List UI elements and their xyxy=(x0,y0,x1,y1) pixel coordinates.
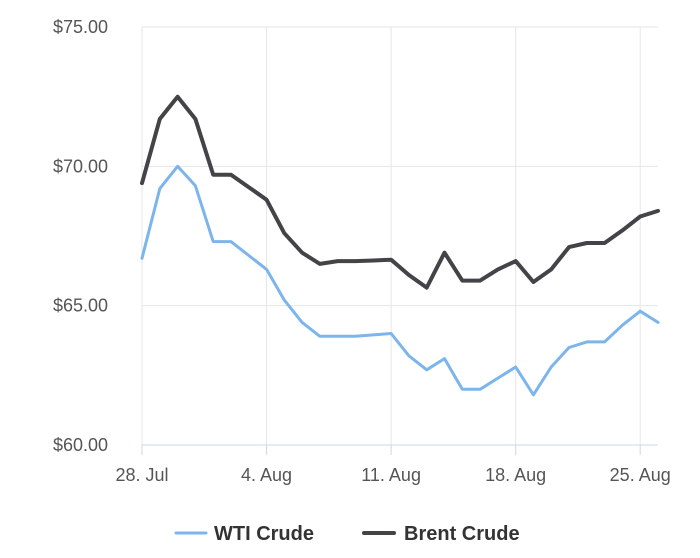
data-point[interactable] xyxy=(442,251,446,255)
x-tick-label: 11. Aug xyxy=(361,465,421,485)
data-point[interactable] xyxy=(638,309,642,313)
data-point[interactable] xyxy=(247,254,251,258)
data-point[interactable] xyxy=(354,334,358,338)
x-tick-label: 28. Jul xyxy=(115,465,168,485)
legend-label: WTI Crude xyxy=(214,523,314,545)
data-point[interactable] xyxy=(158,117,162,121)
data-point[interactable] xyxy=(193,117,197,121)
data-point[interactable] xyxy=(354,259,358,263)
data-point[interactable] xyxy=(407,273,411,277)
data-point[interactable] xyxy=(371,333,375,337)
series-line-brent-crude[interactable] xyxy=(140,94,660,290)
data-point[interactable] xyxy=(603,340,607,344)
data-point[interactable] xyxy=(656,209,660,213)
data-point[interactable] xyxy=(371,259,375,263)
data-point[interactable] xyxy=(300,251,304,255)
data-point[interactable] xyxy=(229,173,233,177)
grid xyxy=(141,26,658,445)
data-point[interactable] xyxy=(158,187,162,191)
y-tick-label: $75.00 xyxy=(53,17,108,37)
data-point[interactable] xyxy=(442,357,446,361)
data-point[interactable] xyxy=(336,259,340,263)
data-point[interactable] xyxy=(496,376,500,380)
x-tick-label: 18. Aug xyxy=(485,465,546,485)
data-point[interactable] xyxy=(656,320,660,324)
data-point[interactable] xyxy=(407,354,411,358)
data-point[interactable] xyxy=(620,323,624,327)
y-tick-label: $60.00 xyxy=(53,435,108,455)
data-point[interactable] xyxy=(247,185,251,189)
data-point[interactable] xyxy=(567,245,571,249)
data-point[interactable] xyxy=(549,267,553,271)
series-line-wti-crude[interactable] xyxy=(140,164,660,397)
data-point[interactable] xyxy=(282,231,286,235)
data-point[interactable] xyxy=(460,279,464,283)
data-point[interactable] xyxy=(211,240,215,244)
data-point[interactable] xyxy=(318,334,322,338)
data-point[interactable] xyxy=(389,258,393,262)
data-point[interactable] xyxy=(265,267,269,271)
legend-label: Brent Crude xyxy=(404,523,520,545)
data-point[interactable] xyxy=(300,320,304,324)
data-point[interactable] xyxy=(549,365,553,369)
data-point[interactable] xyxy=(460,387,464,391)
legend-item-brent-crude[interactable]: Brent Crude xyxy=(362,523,520,545)
data-point[interactable] xyxy=(496,267,500,271)
data-point[interactable] xyxy=(620,228,624,232)
axes: $60.00 $65.00 $70.00 $75.00 28. Jul 4. Aug 11.… xyxy=(53,17,671,485)
x-tick-label: 4. Aug xyxy=(241,465,292,485)
x-tick-label: 25. Aug xyxy=(610,465,671,485)
data-point[interactable] xyxy=(567,345,571,349)
data-point[interactable] xyxy=(585,340,589,344)
data-point[interactable] xyxy=(585,241,589,245)
data-point[interactable] xyxy=(176,95,180,99)
series-lines xyxy=(140,94,660,397)
data-point[interactable] xyxy=(514,259,518,263)
data-point[interactable] xyxy=(531,393,535,397)
data-point[interactable] xyxy=(265,198,269,202)
legend[interactable]: WTI Crude Brent Crude xyxy=(174,523,520,545)
data-point[interactable] xyxy=(603,241,607,245)
data-point[interactable] xyxy=(638,214,642,218)
data-point[interactable] xyxy=(478,387,482,391)
data-point[interactable] xyxy=(531,280,535,284)
y-tick-label: $65.00 xyxy=(53,296,108,316)
legend-item-wti-crude[interactable]: WTI Crude xyxy=(174,523,314,545)
data-point[interactable] xyxy=(425,368,429,372)
data-point[interactable] xyxy=(176,164,180,168)
data-point[interactable] xyxy=(478,279,482,283)
data-point[interactable] xyxy=(282,298,286,302)
y-tick-label: $70.00 xyxy=(53,156,108,176)
data-point[interactable] xyxy=(193,184,197,188)
data-point[interactable] xyxy=(389,332,393,336)
data-point[interactable] xyxy=(229,240,233,244)
data-point[interactable] xyxy=(140,256,144,260)
data-point[interactable] xyxy=(336,334,340,338)
data-point[interactable] xyxy=(318,262,322,266)
data-point[interactable] xyxy=(425,286,429,290)
data-point[interactable] xyxy=(514,365,518,369)
data-point[interactable] xyxy=(211,173,215,177)
data-point[interactable] xyxy=(140,181,144,185)
